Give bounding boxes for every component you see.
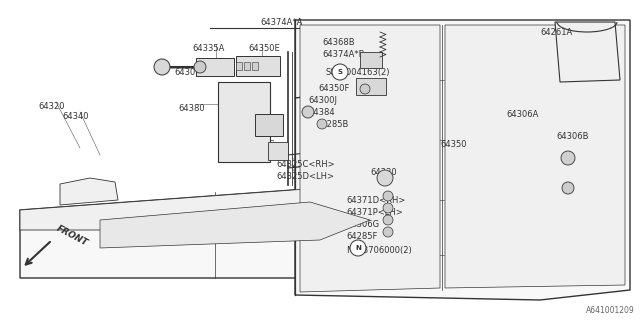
Circle shape bbox=[383, 227, 393, 237]
Circle shape bbox=[302, 106, 314, 118]
Bar bbox=[244, 62, 250, 70]
Polygon shape bbox=[360, 52, 382, 68]
Bar bbox=[218, 82, 270, 162]
Text: 64345: 64345 bbox=[240, 120, 266, 129]
Circle shape bbox=[360, 84, 370, 94]
Text: 64306A: 64306A bbox=[506, 110, 538, 119]
Polygon shape bbox=[100, 202, 370, 248]
Text: 64307B: 64307B bbox=[174, 68, 207, 77]
Text: 64300J: 64300J bbox=[308, 96, 337, 105]
Circle shape bbox=[194, 61, 206, 73]
Bar bbox=[252, 62, 258, 70]
Circle shape bbox=[317, 119, 327, 129]
Text: 64371D<RH>: 64371D<RH> bbox=[346, 196, 405, 205]
Polygon shape bbox=[20, 188, 390, 230]
Polygon shape bbox=[20, 188, 390, 278]
Text: 64350F: 64350F bbox=[318, 84, 349, 93]
Text: 64350C: 64350C bbox=[242, 140, 275, 149]
Circle shape bbox=[377, 170, 393, 186]
Text: 64330: 64330 bbox=[370, 168, 397, 177]
Text: 64340: 64340 bbox=[62, 112, 88, 121]
Text: N023706000(2): N023706000(2) bbox=[346, 246, 412, 255]
Circle shape bbox=[332, 64, 348, 80]
Text: A641001209: A641001209 bbox=[586, 306, 635, 315]
Text: 64350: 64350 bbox=[440, 140, 467, 149]
Text: 64285B: 64285B bbox=[316, 120, 348, 129]
Text: 64371P<LH>: 64371P<LH> bbox=[346, 208, 403, 217]
Text: 64325C<RH>: 64325C<RH> bbox=[276, 160, 335, 169]
Circle shape bbox=[561, 151, 575, 165]
Text: 64285F: 64285F bbox=[346, 232, 378, 241]
Text: S045004163(2): S045004163(2) bbox=[326, 68, 390, 77]
Text: 64374A*B: 64374A*B bbox=[322, 50, 365, 59]
Text: 64261A: 64261A bbox=[540, 28, 572, 37]
Text: 64306B: 64306B bbox=[556, 132, 589, 141]
Bar bbox=[196, 58, 234, 76]
Circle shape bbox=[383, 203, 393, 213]
Text: 64368B: 64368B bbox=[322, 38, 355, 47]
Text: FRONT: FRONT bbox=[55, 224, 90, 248]
Circle shape bbox=[383, 191, 393, 201]
Polygon shape bbox=[300, 25, 440, 292]
Polygon shape bbox=[445, 25, 625, 288]
Text: 64325D<LH>: 64325D<LH> bbox=[276, 172, 334, 181]
Circle shape bbox=[383, 215, 393, 225]
Polygon shape bbox=[555, 22, 620, 82]
Polygon shape bbox=[356, 78, 386, 95]
Text: 64374A*A: 64374A*A bbox=[260, 18, 302, 27]
Circle shape bbox=[350, 240, 366, 256]
Text: 64350E: 64350E bbox=[248, 44, 280, 53]
Text: 64306G: 64306G bbox=[346, 220, 379, 229]
Bar bbox=[268, 142, 288, 160]
Bar bbox=[255, 114, 283, 136]
Polygon shape bbox=[295, 20, 630, 300]
Text: 64335A: 64335A bbox=[192, 44, 225, 53]
Text: 64380: 64380 bbox=[178, 104, 205, 113]
Circle shape bbox=[154, 59, 170, 75]
Text: S: S bbox=[337, 69, 342, 75]
Bar bbox=[236, 62, 242, 70]
Text: N: N bbox=[355, 245, 361, 251]
Text: 64384: 64384 bbox=[308, 108, 335, 117]
Text: 64320: 64320 bbox=[38, 102, 65, 111]
Bar bbox=[236, 56, 280, 76]
Polygon shape bbox=[60, 178, 118, 205]
Circle shape bbox=[562, 182, 574, 194]
